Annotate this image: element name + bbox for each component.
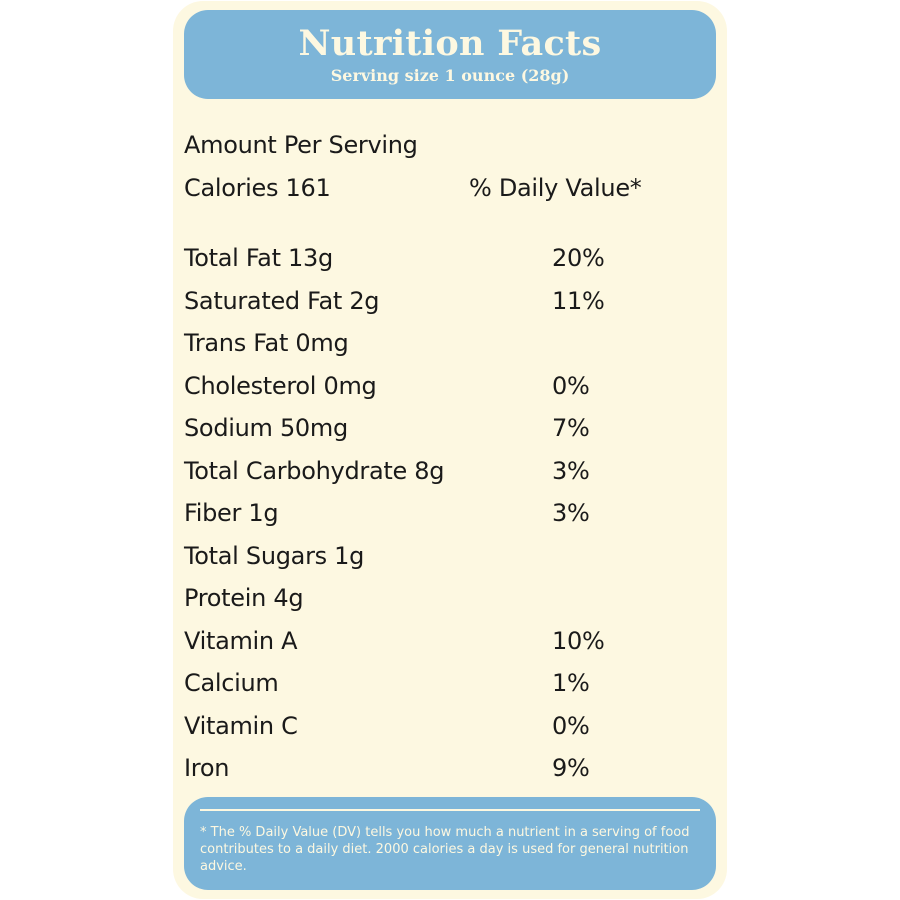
nutrient-daily-value: 0% <box>552 371 590 400</box>
nutrient-label: Vitamin C <box>184 711 298 740</box>
serving-size: Serving size 1 ounce (28g) <box>330 66 570 85</box>
nutrient-row: Saturated Fat 2g 11% <box>173 286 727 329</box>
label-title: Nutrition Facts <box>298 23 602 64</box>
label-header: Nutrition Facts Serving size 1 ounce (28… <box>184 10 716 99</box>
nutrition-label-card: Nutrition Facts Serving size 1 ounce (28… <box>173 1 727 899</box>
nutrient-row: Fiber 1g 3% <box>173 498 727 541</box>
daily-value-footnote: * The % Daily Value (DV) tells you how m… <box>200 825 690 874</box>
nutrient-list: Total Fat 13g 20% Saturated Fat 2g 11% T… <box>173 243 727 796</box>
nutrient-daily-value: 20% <box>552 244 605 272</box>
nutrient-label: Saturated Fat 2g <box>184 286 380 315</box>
nutrient-daily-value: 10% <box>552 626 605 655</box>
daily-value-heading: % Daily Value* <box>469 174 642 202</box>
nutrient-row: Protein 4g <box>173 583 727 626</box>
nutrient-row: Cholesterol 0mg 0% <box>173 371 727 414</box>
nutrient-row: Total Fat 13g 20% <box>173 243 727 286</box>
nutrient-daily-value: 9% <box>552 754 590 782</box>
nutrient-daily-value: 0% <box>552 711 590 740</box>
nutrient-label: Fiber 1g <box>184 499 279 527</box>
nutrient-daily-value: 1% <box>552 669 590 697</box>
nutrient-label: Iron <box>184 754 230 782</box>
nutrient-label: Cholesterol 0mg <box>184 371 377 400</box>
nutrient-daily-value: 7% <box>552 414 590 442</box>
nutrient-row: Calcium 1% <box>173 668 727 711</box>
nutrient-row: Iron 9% <box>173 753 727 796</box>
nutrient-row: Trans Fat 0mg <box>173 328 727 371</box>
amount-per-serving: Amount Per Serving <box>184 131 418 159</box>
nutrient-label: Total Sugars 1g <box>184 541 365 570</box>
nutrient-label: Trans Fat 0mg <box>184 329 349 357</box>
nutrient-daily-value: 3% <box>552 456 590 485</box>
nutrient-row: Sodium 50mg 7% <box>173 413 727 456</box>
nutrient-row: Total Carbohydrate 8g 3% <box>173 456 727 499</box>
label-footer: * The % Daily Value (DV) tells you how m… <box>184 797 716 890</box>
nutrient-label: Total Carbohydrate 8g <box>184 456 445 485</box>
calories: Calories 161 <box>184 174 331 202</box>
nutrient-label: Calcium <box>184 669 279 697</box>
footer-divider <box>200 809 700 811</box>
nutrient-daily-value: 11% <box>552 286 605 315</box>
nutrient-label: Sodium 50mg <box>184 414 348 442</box>
nutrient-label: Vitamin A <box>184 626 298 655</box>
nutrient-row: Vitamin C 0% <box>173 711 727 754</box>
nutrient-daily-value: 3% <box>552 499 590 527</box>
nutrient-label: Total Fat 13g <box>184 244 333 272</box>
nutrient-row: Vitamin A 10% <box>173 626 727 669</box>
nutrient-row: Total Sugars 1g <box>173 541 727 584</box>
nutrient-label: Protein 4g <box>184 584 304 612</box>
